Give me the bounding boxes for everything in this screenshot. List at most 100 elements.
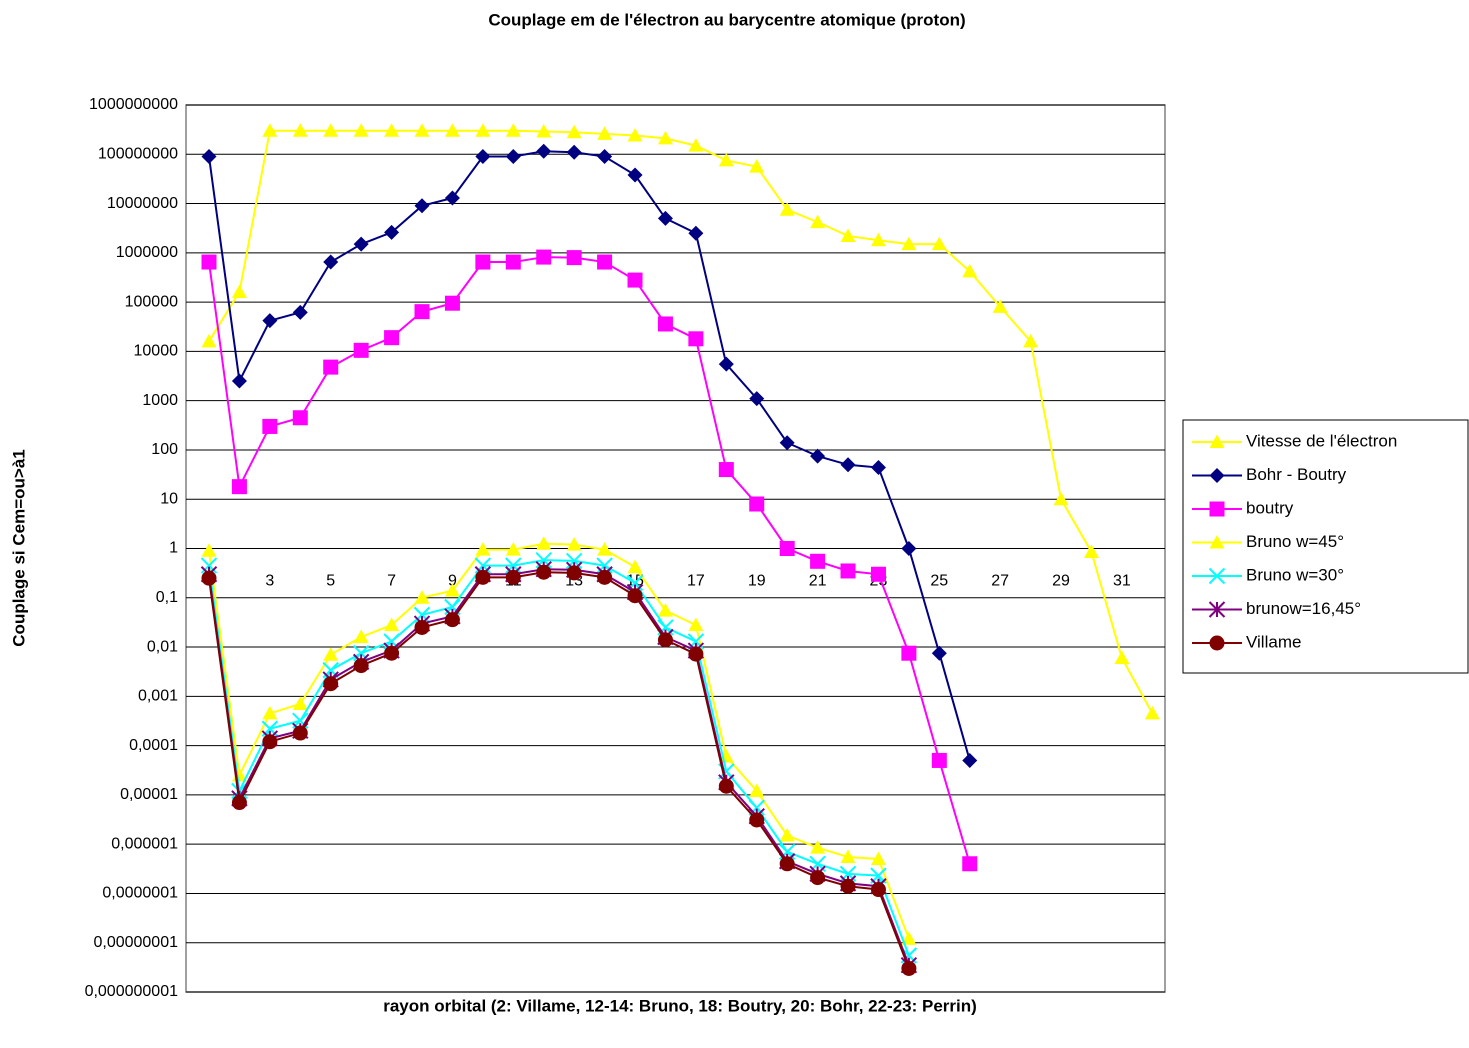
marker bbox=[353, 123, 369, 137]
marker bbox=[840, 849, 856, 863]
marker bbox=[475, 542, 491, 556]
marker bbox=[262, 123, 278, 137]
marker bbox=[718, 356, 734, 372]
marker bbox=[749, 391, 765, 407]
marker bbox=[566, 565, 582, 581]
marker bbox=[414, 123, 430, 137]
x-tick-label: 25 bbox=[930, 573, 948, 590]
marker bbox=[262, 313, 278, 329]
marker bbox=[353, 236, 369, 252]
marker bbox=[810, 214, 826, 229]
marker bbox=[779, 827, 795, 842]
marker bbox=[688, 138, 704, 152]
marker bbox=[779, 202, 795, 216]
chart-title: Couplage em de l'électron au barycentre … bbox=[488, 10, 965, 29]
marker bbox=[353, 342, 369, 358]
marker bbox=[384, 330, 400, 346]
marker bbox=[688, 646, 704, 662]
series bbox=[201, 123, 1160, 720]
marker bbox=[627, 167, 643, 183]
marker bbox=[840, 457, 856, 473]
marker bbox=[201, 570, 217, 586]
marker bbox=[353, 629, 369, 643]
y-tick-label: 10000000 bbox=[107, 195, 178, 212]
marker bbox=[962, 856, 978, 872]
marker bbox=[749, 783, 765, 797]
marker bbox=[323, 676, 339, 692]
marker bbox=[992, 299, 1008, 313]
marker bbox=[566, 124, 582, 139]
marker bbox=[566, 537, 582, 551]
marker bbox=[566, 250, 582, 266]
marker bbox=[1114, 650, 1130, 664]
marker bbox=[870, 566, 886, 582]
marker bbox=[505, 123, 521, 137]
marker bbox=[201, 543, 217, 557]
y-tick-label: 1000000000 bbox=[89, 96, 178, 113]
x-tick-label: 27 bbox=[991, 573, 1009, 590]
marker bbox=[536, 143, 552, 159]
marker bbox=[444, 295, 460, 311]
marker bbox=[901, 541, 917, 556]
marker bbox=[870, 882, 886, 898]
marker bbox=[292, 123, 308, 137]
marker bbox=[566, 144, 582, 160]
marker bbox=[840, 878, 856, 894]
marker bbox=[475, 254, 491, 270]
y-tick-label: 0,000001 bbox=[111, 835, 178, 852]
legend-label: Vitesse de l'électron bbox=[1246, 431, 1397, 450]
x-tick-label: 29 bbox=[1052, 573, 1070, 590]
marker bbox=[1209, 468, 1225, 483]
marker bbox=[475, 149, 491, 165]
marker bbox=[1053, 491, 1069, 506]
legend-label: Bohr - Boutry bbox=[1246, 465, 1347, 484]
marker bbox=[414, 304, 430, 320]
marker bbox=[688, 617, 704, 632]
marker bbox=[597, 542, 613, 556]
marker bbox=[444, 583, 460, 597]
marker bbox=[810, 840, 826, 854]
marker bbox=[901, 931, 917, 945]
marker bbox=[536, 123, 552, 138]
marker bbox=[292, 304, 308, 320]
series bbox=[201, 143, 978, 768]
series bbox=[201, 536, 917, 945]
marker bbox=[657, 130, 673, 145]
marker bbox=[323, 647, 339, 661]
marker bbox=[597, 254, 613, 270]
y-tick-label: 10 bbox=[160, 490, 178, 507]
marker bbox=[810, 448, 826, 464]
marker bbox=[627, 128, 643, 142]
legend-label: Villame bbox=[1246, 632, 1301, 651]
x-tick-label: 17 bbox=[687, 573, 705, 590]
marker bbox=[444, 190, 460, 206]
marker bbox=[931, 752, 947, 768]
marker bbox=[962, 752, 978, 768]
marker bbox=[840, 563, 856, 579]
marker bbox=[870, 460, 886, 476]
marker bbox=[1209, 535, 1225, 549]
marker bbox=[384, 123, 400, 137]
marker bbox=[657, 210, 673, 226]
marker bbox=[231, 373, 247, 389]
marker bbox=[1083, 544, 1099, 558]
marker bbox=[627, 559, 643, 574]
y-tick-label: 0,00000001 bbox=[93, 934, 178, 951]
y-tick-label: 1000 bbox=[142, 392, 178, 409]
marker bbox=[292, 410, 308, 426]
marker bbox=[201, 149, 217, 165]
marker bbox=[1208, 567, 1226, 585]
x-tick-label: 31 bbox=[1113, 573, 1131, 590]
marker bbox=[779, 541, 795, 556]
marker bbox=[597, 569, 613, 585]
marker bbox=[657, 603, 673, 617]
y-tick-label: 0,1 bbox=[156, 589, 178, 606]
marker bbox=[414, 198, 430, 214]
marker bbox=[384, 645, 400, 661]
marker bbox=[231, 284, 247, 299]
marker bbox=[323, 254, 339, 270]
marker bbox=[505, 254, 521, 270]
y-tick-label: 0,0000001 bbox=[102, 885, 178, 902]
marker bbox=[536, 249, 552, 265]
marker bbox=[262, 734, 278, 750]
